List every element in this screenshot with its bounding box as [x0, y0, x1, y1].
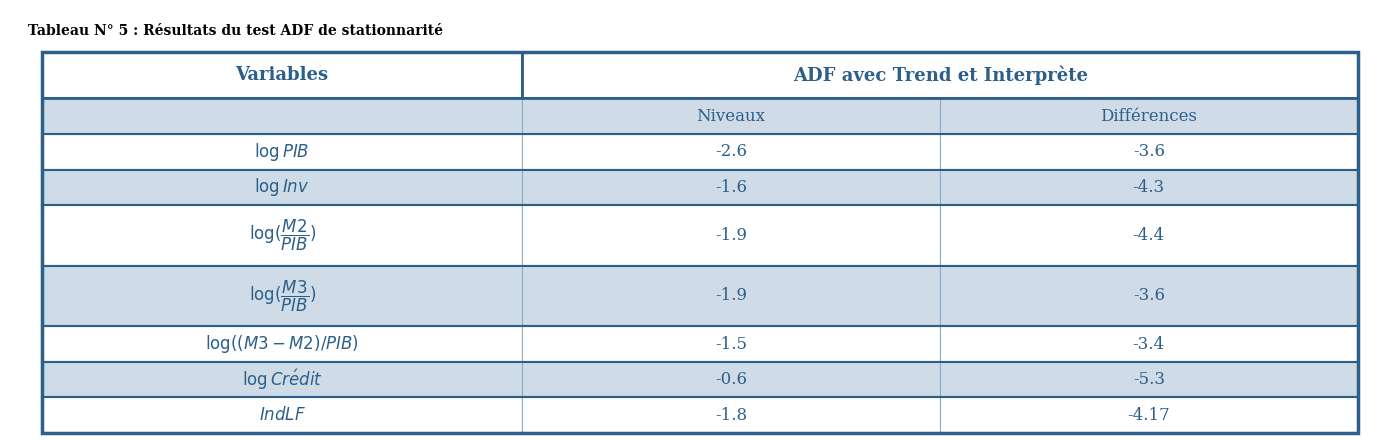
- Text: -1.9: -1.9: [715, 288, 748, 304]
- Bar: [42, 98, 1358, 134]
- Bar: [42, 326, 522, 362]
- Text: -2.6: -2.6: [715, 143, 748, 160]
- Text: -3.6: -3.6: [1133, 143, 1165, 160]
- Text: -1.8: -1.8: [715, 407, 748, 424]
- Bar: [522, 362, 939, 397]
- Text: $\mathrm{log}(\dfrac{M2}{PIB})$: $\mathrm{log}(\dfrac{M2}{PIB})$: [249, 218, 316, 253]
- Bar: [42, 397, 1358, 433]
- Bar: [42, 134, 1358, 169]
- Bar: [42, 362, 522, 397]
- Text: -1.5: -1.5: [715, 336, 748, 352]
- Text: Variables: Variables: [235, 66, 329, 84]
- Bar: [522, 397, 939, 433]
- Text: $\mathrm{log}\,\mathit{Inv}$: $\mathrm{log}\,\mathit{Inv}$: [255, 176, 309, 198]
- Bar: [42, 326, 1358, 362]
- Bar: [522, 169, 939, 205]
- Bar: [42, 169, 1358, 205]
- Bar: [522, 326, 939, 362]
- Text: $\mathrm{log}(\dfrac{M3}{PIB})$: $\mathrm{log}(\dfrac{M3}{PIB})$: [249, 278, 316, 314]
- Bar: [939, 362, 1358, 397]
- Bar: [42, 265, 1358, 326]
- Bar: [939, 98, 1358, 134]
- Text: $\mathit{IndLF}$: $\mathit{IndLF}$: [259, 406, 305, 424]
- Text: -5.3: -5.3: [1133, 371, 1165, 388]
- Bar: [42, 362, 1358, 397]
- Bar: [939, 326, 1358, 362]
- Bar: [42, 205, 522, 265]
- Text: -0.6: -0.6: [715, 371, 748, 388]
- Bar: [522, 265, 939, 326]
- Text: $\mathrm{log}\,\mathit{Cr\acute{e}dit}$: $\mathrm{log}\,\mathit{Cr\acute{e}dit}$: [242, 367, 322, 392]
- Bar: [42, 397, 522, 433]
- Text: -3.4: -3.4: [1133, 336, 1165, 352]
- Text: Niveaux: Niveaux: [696, 108, 766, 125]
- Text: Différences: Différences: [1100, 108, 1197, 125]
- Bar: [42, 98, 522, 134]
- Bar: [522, 205, 939, 265]
- Text: -1.6: -1.6: [715, 179, 748, 196]
- Text: -4.17: -4.17: [1127, 407, 1170, 424]
- Bar: [522, 98, 939, 134]
- Text: -4.3: -4.3: [1133, 179, 1165, 196]
- Text: $\mathrm{log}((M3-M2)/\mathit{PIB})$: $\mathrm{log}((M3-M2)/\mathit{PIB})$: [206, 333, 360, 355]
- Bar: [939, 397, 1358, 433]
- Bar: [522, 52, 1358, 98]
- Bar: [939, 134, 1358, 169]
- Bar: [42, 265, 522, 326]
- Bar: [939, 205, 1358, 265]
- Bar: [42, 169, 522, 205]
- Bar: [42, 134, 522, 169]
- Text: ADF avec Trend et Interprète: ADF avec Trend et Interprète: [792, 65, 1088, 85]
- Bar: [939, 169, 1358, 205]
- Bar: [939, 265, 1358, 326]
- Text: -3.6: -3.6: [1133, 288, 1165, 304]
- Text: -4.4: -4.4: [1133, 227, 1165, 244]
- Bar: [42, 52, 522, 98]
- Text: Tableau N° 5 : Résultats du test ADF de stationnarité: Tableau N° 5 : Résultats du test ADF de …: [28, 24, 442, 38]
- Bar: [42, 205, 1358, 265]
- Text: $\mathrm{log}\,\mathit{PIB}$: $\mathrm{log}\,\mathit{PIB}$: [255, 141, 309, 163]
- Text: -1.9: -1.9: [715, 227, 748, 244]
- Bar: [522, 134, 939, 169]
